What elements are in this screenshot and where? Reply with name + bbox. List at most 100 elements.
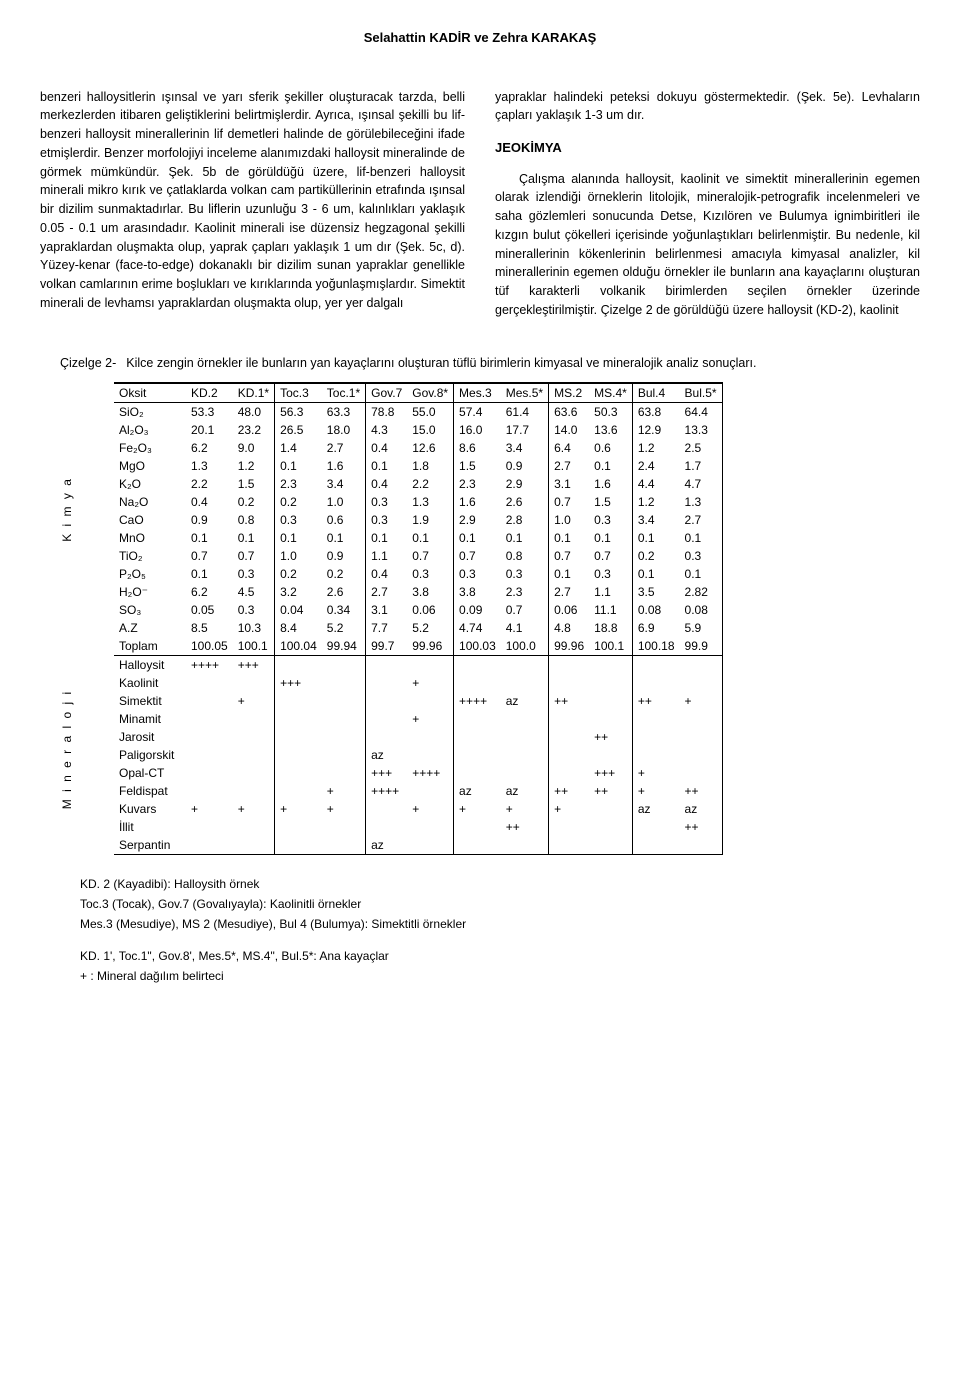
- table-cell: 1.1: [366, 547, 408, 565]
- table-cell: 4.8: [549, 619, 590, 637]
- table-cell: 4.4: [632, 475, 679, 493]
- table-cell: 10.3: [233, 619, 275, 637]
- table-cell: 0.7: [549, 547, 590, 565]
- table-cell: ++++: [366, 782, 408, 800]
- table-cell: 6.2: [186, 439, 233, 457]
- table-cell: 0.1: [454, 529, 501, 547]
- table-cell: 2.9: [501, 475, 549, 493]
- table-cell: [407, 818, 453, 836]
- table-cell: [407, 728, 453, 746]
- table-cell: [589, 674, 632, 692]
- table-cell: 99.7: [366, 637, 408, 656]
- table-cell: 0.7: [233, 547, 275, 565]
- table-cell: 53.3: [186, 403, 233, 422]
- table-cell: 4.74: [454, 619, 501, 637]
- table-cell: 18.8: [589, 619, 632, 637]
- table-cell: [407, 656, 453, 675]
- table-cell: [589, 800, 632, 818]
- table-cell: 2.7: [366, 583, 408, 601]
- table-cell: +: [407, 710, 453, 728]
- table-cell: 0.08: [632, 601, 679, 619]
- table-cell: 1.0: [549, 511, 590, 529]
- table-header-row: OksitKD.2KD.1*Toc.3Toc.1*Gov.7Gov.8*Mes.…: [114, 383, 722, 403]
- side-label-mineraloji: M i n e r a l o j i: [60, 643, 74, 855]
- table-cell: 0.05: [186, 601, 233, 619]
- table-cell: +: [275, 800, 322, 818]
- table-cell: 2.6: [322, 583, 366, 601]
- table-cell: Serpantin: [114, 836, 186, 855]
- table-cell: [680, 836, 723, 855]
- table-cell: +: [407, 800, 453, 818]
- table-cell: [366, 674, 408, 692]
- table-cell: 3.1: [366, 601, 408, 619]
- table-cell: [233, 728, 275, 746]
- table-cell: [632, 818, 679, 836]
- table-cell: 0.1: [275, 529, 322, 547]
- side-labels: K i m y a M i n e r a l o j i: [40, 376, 74, 855]
- table-cell: 14.0: [549, 421, 590, 439]
- table-cell: [680, 764, 723, 782]
- table-cell: ++: [680, 782, 723, 800]
- table-cell: [322, 674, 366, 692]
- table-cell: 2.5: [680, 439, 723, 457]
- table-cell: ++: [589, 782, 632, 800]
- table-cell: [549, 728, 590, 746]
- table-cell: 63.6: [549, 403, 590, 422]
- table-cell: 0.8: [233, 511, 275, 529]
- table-cell: 0.3: [407, 565, 453, 583]
- table-cell: 1.2: [632, 493, 679, 511]
- table-cell: [275, 782, 322, 800]
- table-cell: +++: [589, 764, 632, 782]
- table-cell: +: [632, 782, 679, 800]
- table-cell: [632, 710, 679, 728]
- table-cell: [549, 746, 590, 764]
- table-cell: [680, 656, 723, 675]
- footnote-5: + : Mineral dağılım belirteci: [80, 967, 920, 985]
- table-cell: 55.0: [407, 403, 453, 422]
- table-cell: [186, 728, 233, 746]
- table-cell: 63.8: [632, 403, 679, 422]
- table-cell: 0.7: [501, 601, 549, 619]
- table-cell: 0.3: [589, 565, 632, 583]
- table-cell: 5.2: [407, 619, 453, 637]
- table-cell: 2.82: [680, 583, 723, 601]
- column-left: benzeri halloysitlerin ışınsal ve yarı s…: [40, 75, 465, 332]
- table-cell: 2.7: [322, 439, 366, 457]
- table-header-cell: KD.2: [186, 383, 233, 403]
- table-cell: H₂O⁻: [114, 583, 186, 601]
- table-cell: 4.3: [366, 421, 408, 439]
- table-cell: ++++: [454, 692, 501, 710]
- table-cell: 100.0: [501, 637, 549, 656]
- table-cell: 0.6: [589, 439, 632, 457]
- table-caption: Çizelge 2- Kilce zengin örnekler ile bun…: [60, 356, 920, 370]
- table-cell: 1.6: [589, 475, 632, 493]
- table-cell: 1.0: [275, 547, 322, 565]
- table-cell: 2.7: [549, 583, 590, 601]
- table-wrapper: K i m y a M i n e r a l o j i OksitKD.2K…: [40, 376, 920, 855]
- table-cell: ++: [501, 818, 549, 836]
- table-cell: 1.5: [589, 493, 632, 511]
- table-cell: [589, 836, 632, 855]
- table-cell: 2.2: [186, 475, 233, 493]
- table-row: MgO1.31.20.11.60.11.81.50.92.70.12.41.7: [114, 457, 722, 475]
- table-cell: [549, 818, 590, 836]
- table-row: Kaolinit++++: [114, 674, 722, 692]
- table-cell: [275, 692, 322, 710]
- table-cell: 8.6: [454, 439, 501, 457]
- table-cell: [589, 656, 632, 675]
- table-header-cell: Mes.3: [454, 383, 501, 403]
- table-cell: 0.06: [407, 601, 453, 619]
- table-cell: 3.2: [275, 583, 322, 601]
- table-cell: [322, 836, 366, 855]
- table-header-cell: Bul.5*: [680, 383, 723, 403]
- table-cell: [454, 728, 501, 746]
- table-cell: 0.3: [366, 511, 408, 529]
- table-cell: 0.3: [680, 547, 723, 565]
- table-cell: 3.4: [501, 439, 549, 457]
- table-cell: 1.6: [454, 493, 501, 511]
- table-row: Kuvars++++++++azaz: [114, 800, 722, 818]
- table-cell: 20.1: [186, 421, 233, 439]
- table-row: Halloysit+++++++: [114, 656, 722, 675]
- table-cell: [632, 656, 679, 675]
- table-cell: [186, 764, 233, 782]
